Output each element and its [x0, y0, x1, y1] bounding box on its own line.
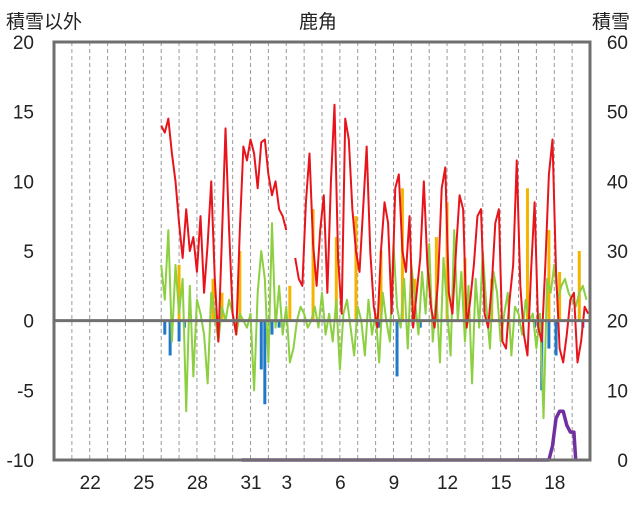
precipitation-bar: [177, 320, 181, 342]
sunshine-bar: [434, 237, 438, 321]
y-left-tick-label: 20: [13, 33, 34, 54]
y-left-tick-label: 15: [13, 103, 34, 124]
precipitation-bar: [418, 320, 422, 328]
sunshine-bar: [238, 251, 242, 321]
y-right-tick-label: 40: [607, 172, 628, 193]
x-tick-label: 9: [389, 473, 400, 494]
y-left-tick-label: 5: [23, 242, 34, 263]
y-right-tick-label: 50: [607, 103, 628, 124]
y-left-tick-label: 10: [13, 172, 34, 193]
sunshine-bar: [525, 188, 529, 321]
x-tick-label: 28: [187, 473, 208, 494]
temperature-line: [294, 103, 590, 364]
sunshine-bar: [288, 285, 292, 321]
sunshine-bar: [354, 216, 358, 321]
precipitation-bar: [547, 320, 551, 349]
y-left-tick-label: -10: [7, 451, 34, 472]
axes-layer: [52, 40, 592, 462]
sunshine-bar: [547, 230, 551, 321]
y-right-tick-label: 20: [607, 312, 628, 333]
precipitation-bar: [270, 320, 274, 335]
x-tick-label: 15: [491, 473, 512, 494]
y-left-tick-label: 0: [23, 312, 34, 333]
sunshine-bar: [311, 209, 315, 321]
precipitation-bar: [395, 320, 399, 377]
sunshine-bar: [577, 251, 581, 321]
precipitation-bar: [259, 320, 263, 370]
y-left-label: 積雪以外: [6, 11, 82, 33]
y-right-label: 積雪: [592, 11, 630, 33]
snow-line: [241, 409, 578, 462]
x-tick-label: 25: [133, 473, 154, 494]
precipitation-bar: [377, 320, 381, 328]
precipitation-bar: [163, 320, 167, 335]
y-right-tick-label: 0: [617, 451, 628, 472]
precipitation-bar: [277, 320, 281, 328]
x-tick-label: 31: [240, 473, 261, 494]
sunshine-bar: [334, 237, 338, 321]
y-right-tick-label: 10: [607, 381, 628, 402]
x-tick-label: 3: [281, 473, 292, 494]
lines-layer: [160, 103, 590, 462]
x-tick-label: 12: [437, 473, 458, 494]
plot-frame: [52, 40, 592, 462]
precipitation-bar: [554, 320, 558, 356]
x-tick-label: 6: [335, 473, 346, 494]
temperature-line: [160, 117, 288, 343]
sunshine-bar: [177, 264, 181, 321]
x-tick-label: 22: [80, 473, 101, 494]
precipitation-bar: [168, 320, 172, 356]
precipitation-bar: [263, 320, 267, 405]
x-tick-label: 18: [544, 473, 565, 494]
y-right-tick-label: 60: [607, 33, 628, 54]
chart-title: 鹿角: [299, 11, 337, 33]
y-right-tick-label: 30: [607, 242, 628, 263]
grid-layer: [71, 42, 573, 460]
sunshine-bar: [379, 251, 383, 321]
y-left-tick-label: -5: [17, 381, 34, 402]
